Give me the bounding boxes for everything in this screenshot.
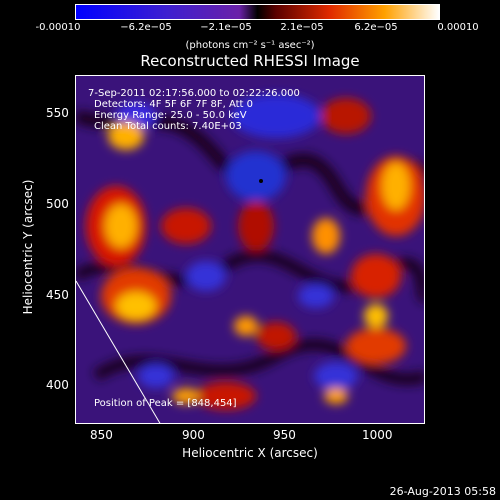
y-tick: 500 (46, 197, 69, 211)
rhessi-image: 7-Sep-2011 02:17:56.000 to 02:22:26.000 … (75, 75, 425, 424)
render-date: 26-Aug-2013 05:58 (389, 485, 496, 498)
y-tick: 450 (46, 288, 69, 302)
x-tick: 1000 (362, 428, 393, 442)
y-axis-label: Heliocentric Y (arcsec) (21, 179, 35, 315)
clean-counts-text: Clean Total counts: 7.40E+03 (94, 121, 242, 132)
colorbar-tick: 0.00010 (437, 22, 479, 33)
colorbar-units: (photons cm⁻² s⁻¹ asec⁻²) (185, 40, 315, 51)
image-map (76, 76, 424, 423)
colorbar-tick: −6.2e−05 (120, 22, 172, 33)
peak-position-text: Position of Peak = [848,454] (94, 398, 237, 409)
x-tick: 950 (273, 428, 296, 442)
energy-range-text: Energy Range: 25.0 - 50.0 keV (94, 110, 247, 121)
x-tick: 850 (90, 428, 113, 442)
image-title: Reconstructed RHESSI Image (140, 52, 360, 70)
colorbar (75, 4, 440, 20)
y-tick: 550 (46, 106, 69, 120)
colorbar-tick: 6.2e−05 (354, 22, 398, 33)
x-axis-label: Heliocentric X (arcsec) (182, 446, 318, 460)
detectors-text: Detectors: 4F 5F 6F 7F 8F, Att 0 (94, 99, 254, 110)
colorbar-tick: −2.1e−05 (200, 22, 252, 33)
time-range-text: 7-Sep-2011 02:17:56.000 to 02:22:26.000 (88, 88, 300, 99)
x-tick: 900 (182, 428, 205, 442)
colorbar-tick: 2.1e−05 (280, 22, 324, 33)
y-tick: 400 (46, 378, 69, 392)
colorbar-tick: -0.00010 (35, 22, 81, 33)
